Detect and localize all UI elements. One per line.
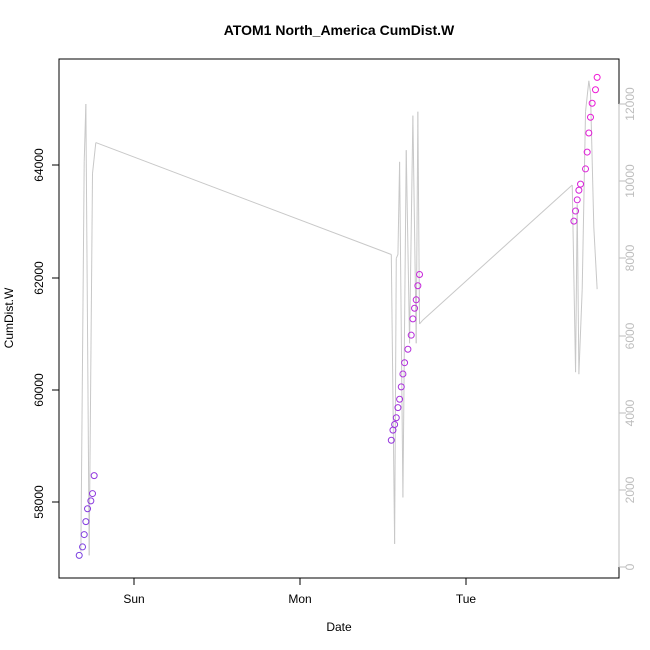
line-segment	[578, 289, 583, 375]
data-point	[80, 531, 88, 539]
right-axis-line-series	[80, 80, 598, 556]
line-segment	[92, 142, 97, 174]
line-segment	[588, 80, 591, 93]
data-point	[396, 395, 404, 403]
line-segment	[412, 115, 417, 344]
data-point	[411, 304, 419, 312]
line-segment	[585, 80, 590, 112]
line-segment	[395, 254, 399, 259]
data-point	[82, 518, 90, 526]
line-segment	[415, 111, 419, 344]
data-point	[399, 370, 407, 378]
data-point	[572, 207, 580, 215]
x-tick-label-sun: Sun	[123, 592, 144, 606]
y-right-axis: 0 2000 4000 6000 8000 10000 12000	[618, 87, 637, 570]
x-axis-label: Date	[326, 620, 352, 634]
data-point	[582, 165, 590, 173]
line-segment	[399, 161, 404, 498]
data-point	[570, 217, 578, 225]
data-point	[412, 296, 420, 304]
line-segment	[390, 254, 396, 544]
data-point	[89, 490, 96, 498]
x-tick-label-tue: Tue	[456, 592, 477, 606]
x-axis: Sun Mon Tue	[123, 577, 477, 606]
line-segment	[95, 142, 392, 255]
data-point	[79, 543, 87, 551]
line-segment	[419, 319, 424, 325]
y-right-tick-label-10000: 10000	[623, 164, 637, 198]
data-point	[90, 472, 98, 480]
data-point	[416, 271, 424, 279]
line-segment	[576, 204, 580, 375]
y-right-tick-label-0: 0	[623, 563, 637, 570]
data-point	[392, 414, 400, 422]
line-segment	[581, 111, 587, 290]
line-segment	[422, 184, 573, 321]
y-axis-label: CumDist.W	[2, 287, 16, 348]
y-left-tick-label-64000: 64000	[32, 148, 46, 182]
line-segment	[593, 227, 598, 290]
y-right-tick-label-8000: 8000	[623, 244, 637, 271]
line-segment	[571, 185, 577, 373]
data-point	[577, 180, 585, 188]
y-right-tick-label-2000: 2000	[623, 476, 637, 503]
line-segment	[409, 115, 414, 344]
data-point	[587, 113, 594, 121]
data-point	[75, 551, 83, 559]
y-left-tick-label-62000: 62000	[32, 261, 46, 295]
y-left-axis: 58000 60000 62000 64000	[32, 148, 60, 519]
data-point	[414, 282, 422, 290]
line-segment	[405, 150, 411, 344]
data-point	[391, 420, 399, 428]
data-point	[394, 404, 402, 412]
y-left-tick-label-60000: 60000	[32, 373, 46, 407]
data-point	[575, 186, 583, 194]
data-point	[84, 505, 92, 513]
data-point	[407, 331, 415, 339]
left-axis-point-series	[75, 73, 601, 559]
y-right-tick-label-12000: 12000	[623, 87, 637, 121]
line-segment	[394, 258, 397, 544]
plot-frame	[58, 58, 620, 579]
data-point	[409, 315, 417, 323]
line-segment	[85, 103, 90, 556]
data-point	[585, 129, 593, 137]
data-point	[387, 436, 395, 444]
x-tick-label-mon: Mon	[288, 592, 311, 606]
data-point	[397, 383, 405, 391]
data-point	[591, 86, 599, 94]
line-segment	[417, 111, 421, 324]
line-segment	[402, 150, 407, 498]
y-left-tick-label-58000: 58000	[32, 485, 46, 519]
data-point	[583, 148, 591, 156]
line-segment	[80, 161, 85, 552]
data-point	[588, 99, 596, 107]
data-point	[593, 73, 601, 81]
data-point	[404, 345, 412, 353]
line-segment	[575, 204, 578, 373]
chart-title: ATOM1 North_America CumDist.W	[224, 22, 455, 38]
line-segment	[590, 92, 595, 228]
data-point	[573, 196, 581, 204]
y-right-tick-label-6000: 6000	[623, 322, 637, 349]
data-point	[401, 359, 409, 367]
data-point	[87, 497, 95, 505]
y-right-tick-label-4000: 4000	[623, 399, 637, 426]
